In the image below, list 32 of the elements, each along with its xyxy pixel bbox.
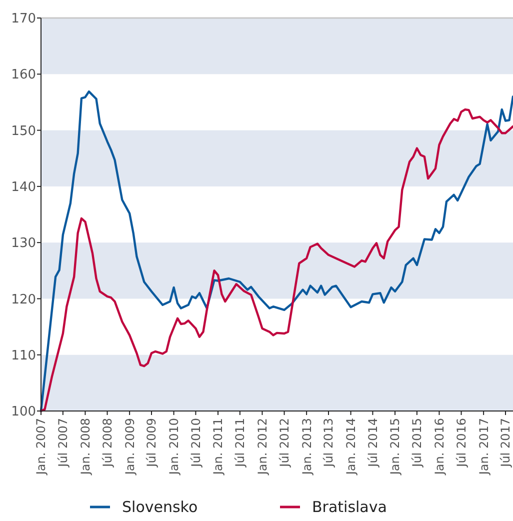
x-tick-label: Júl 2017	[498, 418, 513, 468]
x-tick-label: Júl 2008	[100, 418, 114, 468]
x-tick-label: Jan. 2007	[34, 418, 48, 476]
x-tick-label: Júl 2014	[366, 418, 380, 468]
x-tick-label: Jan. 2015	[388, 418, 402, 476]
x-tick-label: Jan. 2010	[166, 418, 181, 476]
legend-label: Bratislava	[312, 498, 387, 516]
x-tick-label: Júl 2009	[144, 418, 159, 468]
y-tick-label: 120	[11, 292, 36, 308]
y-tick-label: 130	[11, 236, 36, 252]
x-tick-label: Júl 2016	[454, 418, 468, 468]
x-tick-label: Jan. 2013	[300, 418, 314, 476]
y-tick-label: 160	[11, 68, 36, 83]
x-tick-label: Júl 2013	[322, 418, 336, 468]
x-tick-label: Jan. 2016	[432, 418, 446, 476]
y-tick-label: 150	[11, 124, 36, 139]
x-tick-label: Jan. 2012	[255, 418, 270, 476]
x-tick-label: Jan. 2011	[211, 418, 226, 476]
x-tick-label: Júl 2012	[277, 418, 292, 468]
y-tick-label: 170	[11, 12, 36, 27]
x-tick-label: Jan. 2008	[78, 418, 92, 476]
x-tick-label: Jan. 2009	[122, 418, 137, 476]
x-tick-label: Júl 2015	[410, 418, 424, 468]
x-tick-label: Júl 2010	[188, 418, 203, 468]
y-tick-label: 110	[11, 348, 36, 364]
x-tick-label: Júl 2007	[56, 418, 70, 468]
y-tick-label: 140	[11, 180, 36, 195]
x-tick-label: Jan. 2014	[344, 418, 358, 476]
x-tick-label: Jan. 2017	[476, 418, 491, 476]
legend-label: Slovensko	[122, 498, 198, 516]
x-tick-label: Júl 2011	[233, 418, 248, 468]
y-tick-label: 100	[11, 404, 36, 420]
